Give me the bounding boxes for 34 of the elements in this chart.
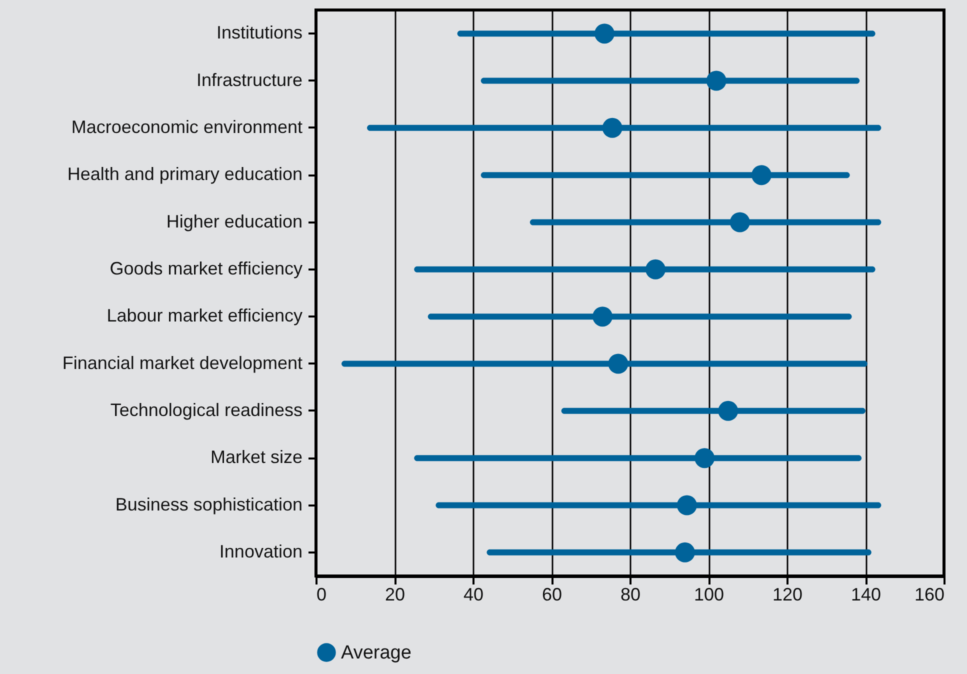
y-tick-label: Infrastructure [196,70,302,90]
x-tick-label: 40 [463,584,484,604]
legend-label: Average [341,642,412,664]
x-tick-label: 100 [694,584,724,604]
x-tick-label: 120 [772,584,803,604]
y-tick-label: Labour market efficiency [106,306,302,326]
y-tick-label: Technological readiness [110,400,302,420]
y-tick-label: Innovation [219,541,302,562]
x-tick-label: 20 [384,584,406,604]
y-tick-label: Business sophistication [115,494,302,514]
point [694,448,715,468]
point [608,354,628,374]
x-tick-label: 0 [316,584,327,604]
point [718,400,738,421]
point [646,259,666,280]
point [706,70,726,91]
x-tick-label: 160 [914,584,944,604]
point [602,118,622,138]
y-tick-label: Market size [210,447,302,468]
point [676,495,697,516]
x-tick-label: 80 [620,584,641,604]
y-tick-label: Higher education [166,211,302,232]
point [751,165,772,186]
point [730,212,750,232]
x-tick-label: 140 [850,584,882,604]
point [674,542,695,562]
y-tick-label: Institutions [216,22,302,43]
x-tick-label: 60 [542,584,562,604]
point [594,24,614,44]
y-tick-label: Health and primary education [67,164,302,184]
y-tick-label: Goods market efficiency [110,258,302,278]
y-tick-label: Macroeconomic environment [71,116,302,137]
point [592,306,613,327]
y-tick-label: Financial market development [62,352,302,373]
